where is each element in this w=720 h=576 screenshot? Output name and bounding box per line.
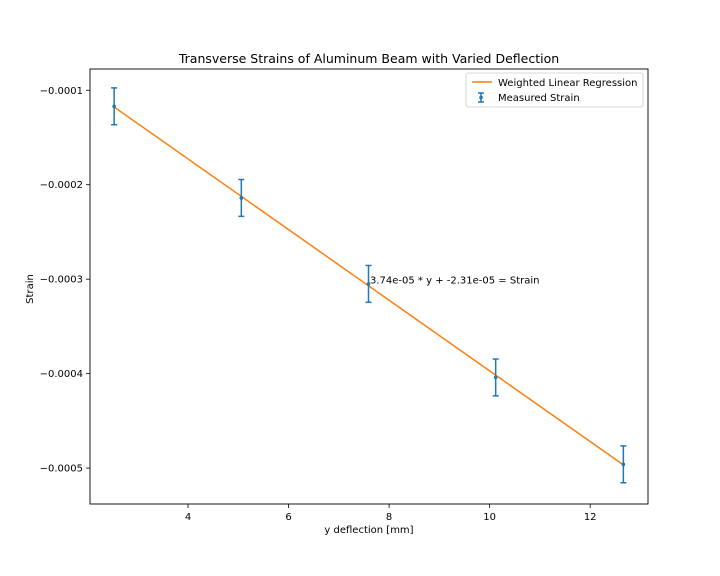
measured-point [492, 358, 499, 397]
y-axis-label: Strain [25, 274, 36, 304]
data-marker [239, 196, 244, 200]
data-marker [366, 282, 371, 286]
measured-point [238, 178, 245, 218]
x-axis-label: y deflection [mm] [324, 525, 413, 536]
x-tick-label: 6 [285, 512, 291, 523]
x-tick-label: 12 [584, 512, 597, 523]
legend-errorbar-swatch [478, 92, 484, 103]
data-marker [621, 462, 626, 467]
x-tick-label: 8 [386, 512, 392, 523]
series-layer [111, 87, 627, 484]
measured-point [365, 264, 372, 304]
legend-label-regression: Weighted Linear Regression [498, 78, 637, 89]
chart-title: Transverse Strains of Aluminum Beam with… [178, 51, 559, 66]
y-tick-label: −0.0002 [40, 180, 83, 191]
legend-box [465, 72, 644, 108]
regression-equation-annotation: 3.74e-05 * y + -2.31e-05 = Strain [370, 276, 539, 287]
x-tick-label: 4 [185, 512, 191, 523]
plot-frame [89, 68, 649, 505]
legend: Weighted Linear Regression Measured Stra… [465, 72, 644, 108]
measured-point [620, 445, 627, 484]
data-marker [493, 375, 498, 380]
y-tick-label: −0.0005 [40, 464, 83, 475]
x-tick-label: 10 [483, 512, 496, 523]
legend-label-measured: Measured Strain [498, 93, 580, 104]
y-tick-label: −0.0004 [40, 369, 83, 380]
measured-point [111, 87, 118, 126]
data-marker [112, 104, 116, 109]
y-axis-ticks: −0.0001 −0.0002 −0.0003 −0.0004 −0.0005 [40, 86, 90, 475]
y-tick-label: −0.0001 [40, 86, 83, 97]
x-axis-ticks: 4 6 8 10 12 [185, 504, 597, 523]
y-tick-label: −0.0003 [40, 275, 83, 286]
annotation-layer: 3.74e-05 * y + -2.31e-05 = Strain [370, 276, 539, 287]
